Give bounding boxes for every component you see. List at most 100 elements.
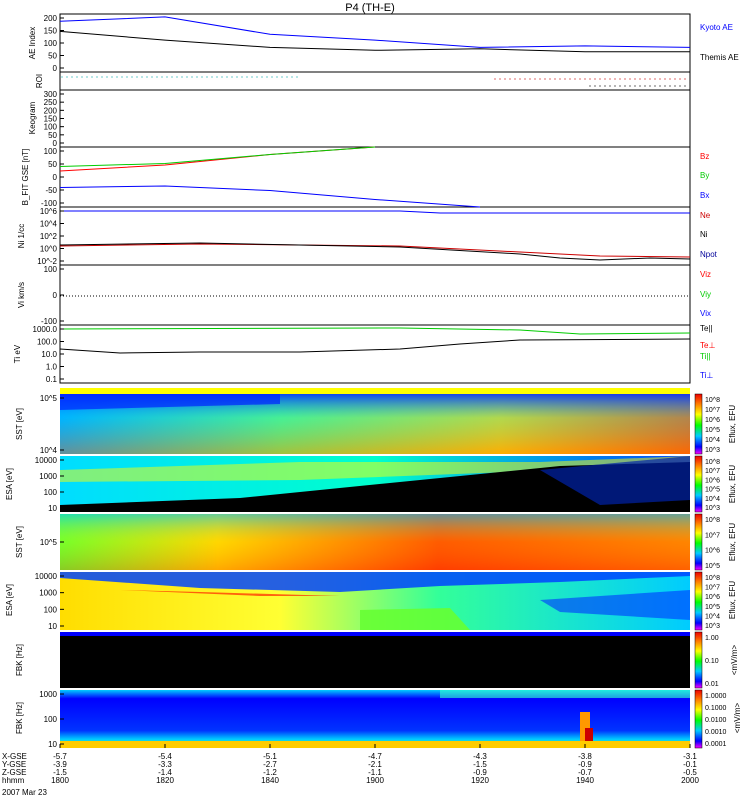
legend-te-par: Te|| (700, 324, 713, 333)
roi-dot (594, 85, 596, 87)
roi-dot (504, 78, 506, 80)
cbar-tick-label: 10^5 (705, 604, 720, 611)
roi-dot (276, 76, 278, 78)
xtick-label: -5.7 (53, 752, 67, 761)
ytick-label: 10^5 (40, 538, 58, 547)
ytick-label: 100 (44, 605, 58, 614)
fbk-e-ylabel: FBK [Hz] (15, 644, 24, 676)
cbar-tick-label: 0.0010 (705, 729, 727, 736)
roi-dot (499, 78, 501, 80)
roi-dot (66, 76, 68, 78)
ytick-label: 10 (48, 622, 57, 631)
ytick-label: 150 (44, 27, 58, 36)
legend-ti-perp: Ti⊥ (700, 371, 713, 380)
cbar-tick-label: 0.10 (705, 658, 719, 665)
ytick-label: 100.0 (37, 338, 58, 347)
cbar-tick-label: 0.0001 (705, 741, 727, 748)
xtick-label: 1820 (156, 776, 174, 785)
xtick-label: -0.9 (578, 760, 592, 769)
roi-dot (669, 85, 671, 87)
xtick-label: -0.5 (683, 768, 697, 777)
roi-dot (201, 76, 203, 78)
ytick-label: 1000 (39, 472, 57, 481)
cbar-label-1: Eflux, EFU (728, 405, 737, 443)
esa-e-ylabel: ESA [eV] (5, 584, 14, 616)
roi-ylabel: ROI (35, 74, 44, 88)
roi-dot (296, 76, 298, 78)
legend-viy: Viy (700, 290, 711, 299)
roi-dot (524, 78, 526, 80)
cbar-tick-label: 10^5 (705, 487, 720, 494)
roi-dot (654, 85, 656, 87)
roi-dot (664, 85, 666, 87)
roi-dot (514, 78, 516, 80)
roi-dot (679, 85, 681, 87)
roi-dot (639, 85, 641, 87)
npot-line (59, 243, 691, 258)
esa-ion-ylabel: ESA [eV] (5, 468, 14, 500)
xtick-label: -3.3 (158, 760, 172, 769)
roi-dot (634, 85, 636, 87)
ytick-label: 100 (44, 265, 58, 274)
ytick-label: 100 (44, 123, 58, 132)
roi-dot (161, 76, 163, 78)
ytick-label: 50 (48, 52, 57, 61)
legend-kyoto-ae: Kyoto AE (700, 23, 733, 32)
roi-dot (644, 78, 646, 80)
roi-dot (579, 78, 581, 80)
cbar-tick-label: 10^7 (705, 407, 720, 414)
roi-dot (544, 78, 546, 80)
roi-dot (141, 76, 143, 78)
chart-title: P4 (TH-E) (345, 2, 395, 14)
roi-dot (659, 78, 661, 80)
roi-dot (624, 78, 626, 80)
roi-dot (539, 78, 541, 80)
roi-dot (649, 78, 651, 80)
ytick-label: 10^0 (40, 245, 58, 254)
ytick-label: 10^2 (40, 232, 58, 241)
ti-line (59, 338, 691, 354)
roi-dot (614, 78, 616, 80)
roi-dot (126, 76, 128, 78)
roi-dot (181, 76, 183, 78)
roi-dot (674, 85, 676, 87)
density-ylabel: Ni 1/cc (17, 224, 26, 248)
legend-viz: Viz (700, 270, 711, 279)
esa-electron-spectrogram (60, 572, 690, 630)
ytick-label: 10^5 (40, 394, 58, 403)
xtick-label: -3.1 (683, 752, 697, 761)
ytick-label: 250 (44, 98, 58, 107)
velocity-ylabel: Vi km/s (17, 282, 26, 308)
roi-dot (684, 85, 686, 87)
ytick-label: -100 (41, 317, 58, 326)
roi-dot (494, 78, 496, 80)
bfit-panel (59, 146, 691, 208)
ytick-label: 100 (44, 147, 58, 156)
roi-dot (206, 76, 208, 78)
cbar-tick-label: 10^5 (705, 563, 720, 570)
bfit-by-line (59, 146, 376, 167)
cbar-tick-label: 10^6 (705, 594, 720, 601)
xaxis-row-label: Y-GSE (2, 760, 26, 769)
ytick-label: 1000 (39, 690, 57, 699)
sst-electron-spectrogram (60, 514, 690, 570)
roi-dot (191, 76, 193, 78)
ytick-label: 150 (44, 115, 58, 124)
ytick-label: 10^6 (40, 207, 58, 216)
legend-ti-par: Ti|| (700, 352, 711, 361)
cbar-tick-label: 10^7 (705, 468, 720, 475)
ytick-label: 100 (44, 488, 58, 497)
xtick-label: 1920 (471, 776, 489, 785)
roi-dot (654, 78, 656, 80)
roi-dot (569, 78, 571, 80)
roi-dot (81, 76, 83, 78)
roi-dot (664, 78, 666, 80)
xtick-label: -1.2 (263, 768, 277, 777)
ytick-label: 10000 (35, 572, 58, 581)
xaxis-row-label: hhmm (2, 776, 25, 785)
ae-themis-ae-line (59, 30, 690, 53)
cbar-label-2: Eflux, EFU (728, 465, 737, 503)
roi-dot (146, 76, 148, 78)
ae-kyoto-ae-line (59, 16, 691, 48)
roi-dot (236, 76, 238, 78)
